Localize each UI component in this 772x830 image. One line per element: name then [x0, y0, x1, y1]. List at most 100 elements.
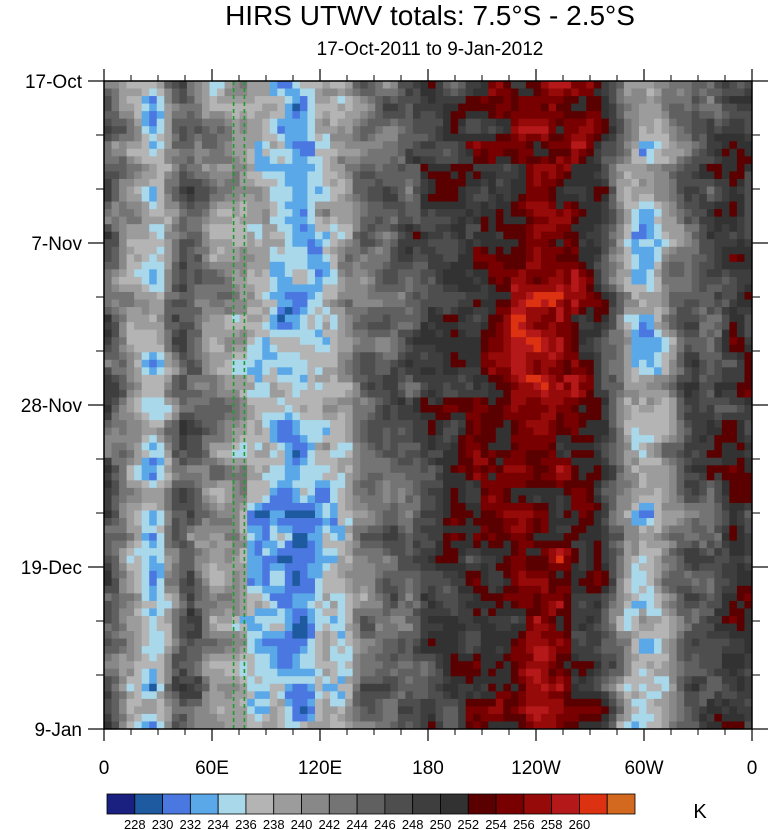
- contour-cell: [450, 397, 459, 406]
- contour-cell: [465, 382, 474, 391]
- contour-cell: [706, 156, 715, 165]
- contour-cell: [412, 118, 422, 127]
- contour-cell: [382, 420, 391, 429]
- contour-cell: [465, 420, 474, 429]
- contour-cell: [450, 141, 459, 150]
- contour-cell: [164, 337, 173, 346]
- contour-cell: [443, 495, 452, 504]
- contour-cell: [149, 156, 158, 165]
- contour-cell: [729, 299, 738, 308]
- contour-cell: [578, 322, 587, 331]
- contour-cell: [126, 194, 135, 203]
- contour-cell: [646, 81, 655, 90]
- contour-cell: [360, 427, 369, 436]
- contour-cell: [593, 344, 602, 353]
- contour-cell: [571, 495, 580, 504]
- contour-cell: [322, 141, 331, 150]
- contour-cell: [247, 367, 256, 376]
- contour-cell: [608, 314, 617, 323]
- contour-cell: [518, 194, 527, 203]
- contour-cell: [262, 186, 271, 195]
- contour-cell: [412, 314, 422, 323]
- contour-cell: [284, 322, 293, 331]
- contour-cell: [352, 163, 361, 173]
- contour-cell: [578, 194, 587, 203]
- contour-cell: [578, 111, 587, 120]
- contour-cell: [397, 397, 406, 406]
- contour-cell: [571, 442, 580, 451]
- contour-cell: [307, 450, 316, 459]
- contour-cell: [691, 239, 700, 248]
- contour-cell: [209, 435, 218, 444]
- contour-cell: [224, 88, 233, 97]
- contour-cell: [631, 178, 640, 188]
- contour-cell: [307, 472, 316, 481]
- contour-cell: [420, 367, 429, 376]
- contour-cell: [480, 231, 489, 240]
- contour-cell: [556, 487, 565, 497]
- contour-cell: [232, 103, 241, 112]
- contour-cell: [676, 96, 685, 105]
- contour-cell: [375, 322, 384, 331]
- contour-cell: [382, 314, 391, 323]
- contour-cell: [525, 502, 535, 512]
- contour-cell: [744, 442, 752, 451]
- contour-cell: [631, 382, 640, 391]
- contour-cell: [525, 472, 535, 481]
- contour-cell: [638, 276, 648, 286]
- contour-cell: [382, 246, 391, 255]
- contour-cell: [488, 374, 497, 383]
- contour-cell: [149, 502, 158, 512]
- contour-cell: [299, 344, 309, 353]
- contour-cell: [541, 397, 550, 406]
- contour-cell: [714, 299, 723, 308]
- contour-cell: [360, 209, 369, 218]
- contour-cell: [119, 412, 128, 421]
- contour-cell: [646, 397, 655, 406]
- contour-cell: [171, 457, 180, 466]
- contour-cell: [149, 518, 158, 527]
- contour-cell: [360, 118, 369, 127]
- contour-cell: [465, 389, 474, 399]
- contour-cell: [345, 231, 354, 240]
- contour-cell: [571, 382, 580, 391]
- contour-cell: [721, 487, 730, 497]
- contour-cell: [510, 111, 520, 120]
- contour-cell: [209, 480, 218, 489]
- contour-cell: [480, 163, 489, 173]
- contour-cell: [706, 269, 715, 278]
- contour-cell: [541, 405, 550, 414]
- contour-cell: [676, 322, 685, 331]
- contour-cell: [247, 450, 256, 459]
- contour-cell: [262, 96, 271, 105]
- contour-cell: [156, 442, 165, 451]
- contour-cell: [638, 148, 648, 157]
- contour-cell: [186, 111, 196, 120]
- contour-cell: [518, 171, 527, 180]
- contour-cell: [201, 299, 211, 308]
- contour-cell: [390, 412, 399, 421]
- contour-cell: [518, 103, 527, 112]
- contour-cell: [495, 450, 504, 459]
- contour-cell: [277, 487, 286, 497]
- contour-cell: [646, 420, 655, 429]
- contour-cell: [744, 427, 752, 436]
- contour-cell: [111, 480, 120, 489]
- contour-cell: [201, 216, 211, 225]
- contour-cell: [586, 450, 595, 459]
- contour-cell: [224, 141, 233, 150]
- contour-cell: [654, 209, 663, 218]
- contour-cell: [390, 141, 399, 150]
- contour-cell: [269, 435, 278, 444]
- contour-cell: [224, 502, 233, 512]
- contour-cell: [435, 480, 444, 489]
- contour-cell: [488, 126, 497, 135]
- contour-cell: [586, 314, 595, 323]
- contour-cell: [232, 171, 241, 180]
- contour-cell: [239, 194, 248, 203]
- contour-cell: [224, 156, 233, 165]
- contour-cell: [201, 329, 211, 338]
- contour-cell: [149, 397, 158, 406]
- contour-cell: [691, 450, 700, 459]
- contour-cell: [518, 359, 527, 368]
